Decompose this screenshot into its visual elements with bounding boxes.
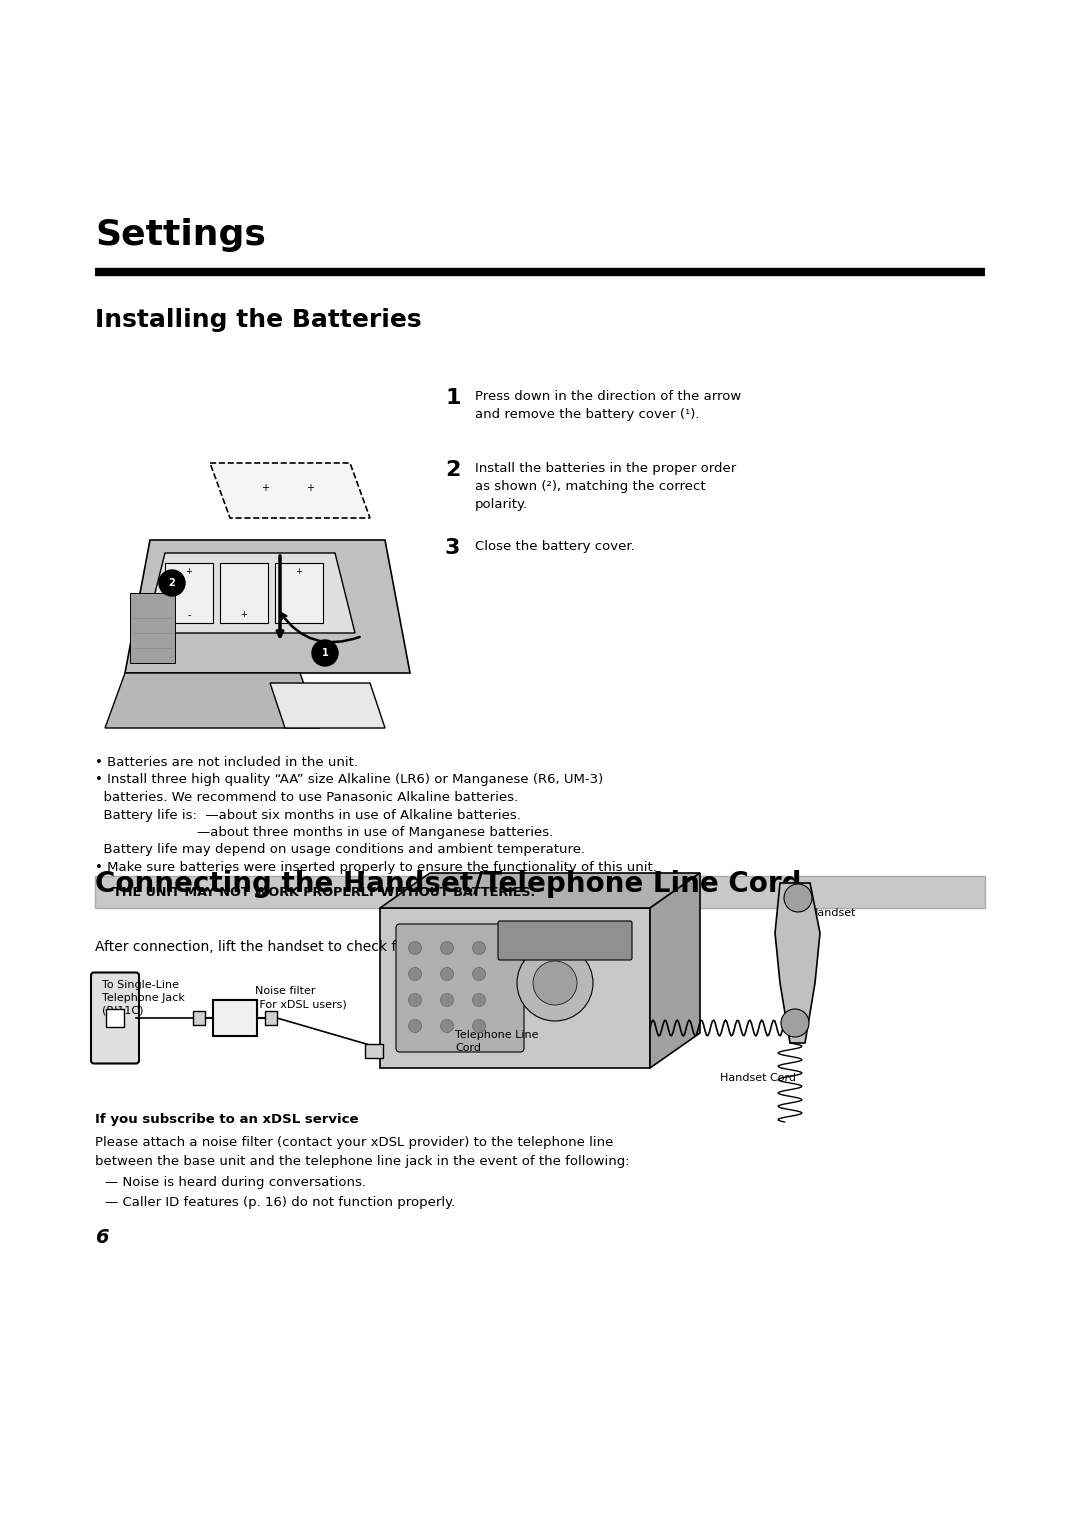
Text: THE UNIT MAY NOT WORK PROPERLY WITHOUT BATTERIES.: THE UNIT MAY NOT WORK PROPERLY WITHOUT B…	[113, 886, 536, 898]
Circle shape	[408, 967, 421, 981]
Text: • Make sure batteries were inserted properly to ensure the functionality of this: • Make sure batteries were inserted prop…	[95, 860, 657, 874]
Polygon shape	[105, 672, 320, 727]
Text: To Single-Line
Telephone Jack
(RJ11C): To Single-Line Telephone Jack (RJ11C)	[102, 979, 185, 1016]
Text: 1: 1	[322, 648, 328, 659]
Polygon shape	[165, 562, 213, 623]
Text: 3: 3	[445, 538, 460, 558]
Polygon shape	[650, 872, 700, 1068]
FancyBboxPatch shape	[95, 876, 985, 908]
Text: +: +	[306, 483, 314, 494]
FancyBboxPatch shape	[193, 1012, 205, 1025]
Text: After connection, lift the handset to check for a dial tone.: After connection, lift the handset to ch…	[95, 940, 494, 953]
Text: Battery life is:  —about six months in use of Alkaline batteries.: Battery life is: —about six months in us…	[95, 808, 521, 822]
Circle shape	[784, 885, 812, 912]
Text: Battery life may depend on usage conditions and ambient temperature.: Battery life may depend on usage conditi…	[95, 843, 585, 857]
Text: 2: 2	[168, 578, 175, 588]
Circle shape	[781, 1008, 809, 1038]
Polygon shape	[125, 539, 410, 672]
Text: -: -	[187, 610, 191, 620]
Text: —about three months in use of Manganese batteries.: —about three months in use of Manganese …	[95, 827, 553, 839]
Text: Connecting the Handset/Telephone Line Cord: Connecting the Handset/Telephone Line Co…	[95, 869, 801, 898]
Text: If you subscribe to an xDSL service: If you subscribe to an xDSL service	[95, 1112, 359, 1126]
Circle shape	[159, 570, 185, 596]
Circle shape	[517, 944, 593, 1021]
Text: 6: 6	[95, 1229, 109, 1247]
Polygon shape	[210, 463, 370, 518]
Polygon shape	[775, 883, 820, 1044]
Text: Handset: Handset	[810, 908, 856, 918]
Circle shape	[473, 967, 486, 981]
FancyBboxPatch shape	[365, 1044, 383, 1057]
Polygon shape	[270, 683, 384, 727]
Text: +: +	[186, 567, 192, 576]
Circle shape	[473, 941, 486, 955]
Text: Please attach a noise filter (contact your xDSL provider) to the telephone line: Please attach a noise filter (contact yo…	[95, 1135, 613, 1149]
Polygon shape	[380, 872, 700, 908]
FancyBboxPatch shape	[265, 1012, 276, 1025]
Text: Install the batteries in the proper order
as shown (²), matching the correct
pol: Install the batteries in the proper orde…	[475, 461, 737, 510]
Circle shape	[408, 1019, 421, 1033]
Text: +: +	[261, 483, 269, 494]
Circle shape	[473, 1019, 486, 1033]
Circle shape	[408, 941, 421, 955]
Text: batteries. We recommend to use Panasonic Alkaline batteries.: batteries. We recommend to use Panasonic…	[95, 792, 518, 804]
FancyBboxPatch shape	[91, 972, 139, 1063]
Circle shape	[534, 961, 577, 1005]
Circle shape	[441, 941, 454, 955]
Polygon shape	[380, 908, 650, 1068]
Text: between the base unit and the telephone line jack in the event of the following:: between the base unit and the telephone …	[95, 1155, 630, 1167]
FancyBboxPatch shape	[106, 1008, 124, 1027]
Polygon shape	[275, 562, 323, 623]
Circle shape	[312, 640, 338, 666]
FancyBboxPatch shape	[498, 921, 632, 960]
Text: +: +	[296, 567, 302, 576]
Text: Settings: Settings	[95, 219, 266, 252]
Text: Handset Cord: Handset Cord	[720, 1073, 796, 1083]
Text: 1: 1	[445, 388, 460, 408]
Text: — Noise is heard during conversations.: — Noise is heard during conversations.	[105, 1177, 366, 1189]
Circle shape	[473, 993, 486, 1007]
Text: Press down in the direction of the arrow
and remove the battery cover (¹).: Press down in the direction of the arrow…	[475, 390, 741, 422]
Text: Installing the Batteries: Installing the Batteries	[95, 309, 421, 332]
Text: 2: 2	[445, 460, 460, 480]
Text: — Caller ID features (p. 16) do not function properly.: — Caller ID features (p. 16) do not func…	[105, 1196, 456, 1209]
Text: • Batteries are not included in the unit.: • Batteries are not included in the unit…	[95, 756, 357, 769]
Text: +: +	[241, 611, 247, 619]
Text: Telephone Line
Cord: Telephone Line Cord	[455, 1030, 539, 1053]
Text: Noise filter
(For xDSL users): Noise filter (For xDSL users)	[255, 986, 347, 1008]
FancyBboxPatch shape	[213, 999, 257, 1036]
Polygon shape	[145, 553, 355, 633]
Polygon shape	[220, 562, 268, 623]
Circle shape	[441, 967, 454, 981]
Circle shape	[441, 1019, 454, 1033]
Text: • Install three high quality “AA” size Alkaline (LR6) or Manganese (R6, UM-3): • Install three high quality “AA” size A…	[95, 773, 604, 787]
FancyBboxPatch shape	[396, 924, 524, 1051]
Circle shape	[441, 993, 454, 1007]
Text: Close the battery cover.: Close the battery cover.	[475, 539, 635, 553]
Bar	[130, 593, 175, 663]
Circle shape	[408, 993, 421, 1007]
